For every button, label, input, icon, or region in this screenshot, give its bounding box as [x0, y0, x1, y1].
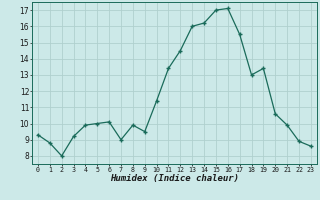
X-axis label: Humidex (Indice chaleur): Humidex (Indice chaleur) [110, 174, 239, 183]
